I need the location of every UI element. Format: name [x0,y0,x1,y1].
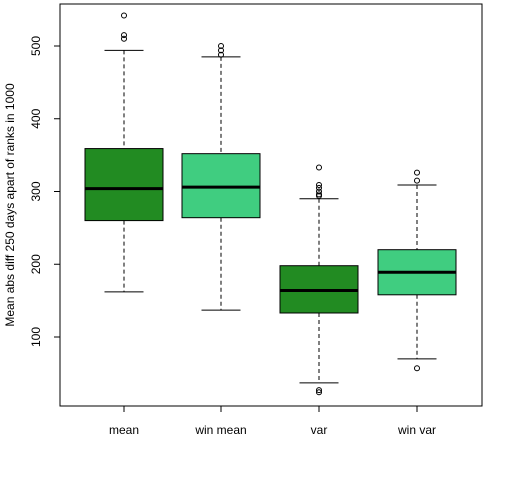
y-axis-label: Mean abs diff 250 days apart of ranks in… [3,83,17,327]
y-tick-label: 400 [29,108,43,128]
x-axis: mean win mean var win var [109,406,436,437]
plot-frame [59,3,483,407]
box-mean [84,12,164,293]
y-tick-label: 200 [29,254,43,274]
outlier-point [121,12,127,19]
boxes [84,12,457,396]
outlier-point [414,169,420,176]
outlier-point [316,181,322,188]
y-axis: 100 200 300 400 500 [29,36,60,347]
y-tick-label: 300 [29,181,43,201]
outlier-point [218,51,224,58]
x-tick-label: win mean [194,423,246,437]
y-tick-label: 100 [29,327,43,347]
outlier-point [316,164,322,171]
y-tick-label: 500 [29,36,43,56]
outlier-point [218,43,224,49]
box-win-var [377,169,457,372]
outlier-point [316,389,322,396]
outlier-point [316,191,322,198]
x-tick-label: mean [109,423,139,437]
x-tick-label: win var [397,423,436,437]
outlier-point [121,35,127,42]
outlier-point [316,184,322,191]
box-body [84,148,164,222]
outlier-point [414,365,420,372]
outlier-point [121,32,127,39]
outlier-point [218,47,224,54]
box-var [279,164,359,396]
box-win-mean [181,43,261,311]
outlier-point [316,387,322,394]
outlier-point [316,188,322,195]
outlier-point [414,177,420,184]
x-tick-label: var [311,423,328,437]
